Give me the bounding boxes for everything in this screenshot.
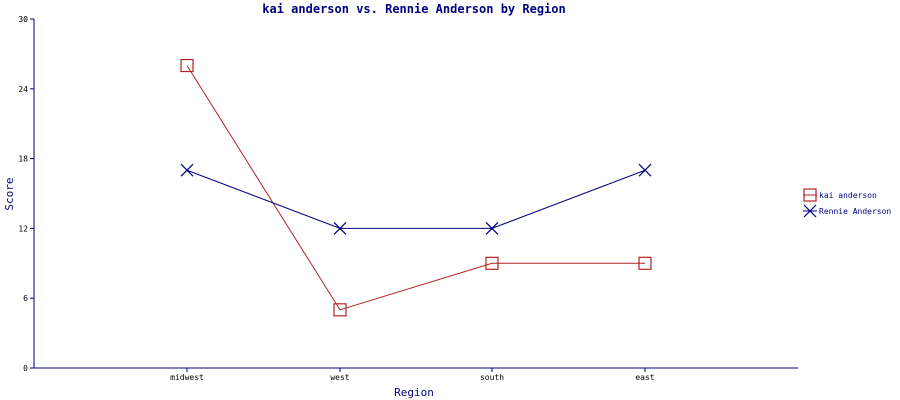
data-point-kai-anderson [485,256,499,270]
y-ticks: 0 6 12 18 24 30 [18,15,34,373]
x-ticks: midwest west south east [170,368,655,382]
y-tick-label: 18 [18,155,28,164]
chart-title: kai anderson vs. Rennie Anderson by Regi… [262,2,565,16]
data-point-rennie-anderson-stroke-b [485,221,499,235]
data-point-rennie-anderson [638,163,652,177]
y-tick-label: 0 [23,364,28,373]
data-point-rennie-anderson [333,221,347,235]
legend-marker [803,188,817,202]
data-point-rennie-anderson-stroke-b [180,163,194,177]
legend-label: Rennie Anderson [819,207,891,216]
data-point-kai-anderson [333,303,347,317]
series-line-rennie-anderson [186,169,646,229]
series-line-kai-anderson [186,65,645,311]
y-axis-label: Score [3,177,16,210]
legend-label: kai anderson [819,191,877,200]
data-point-rennie-anderson-stroke-b [638,163,652,177]
legend-marker-stroke-b [803,204,817,218]
y-tick-label: 6 [23,294,28,303]
x-tick-label: west [330,373,349,382]
data-point-kai-anderson [638,256,652,270]
y-tick-label: 30 [18,15,28,24]
legend: kai anderson Rennie Anderson [803,188,891,218]
legend-marker [803,204,817,218]
data-point-rennie-anderson [485,221,499,235]
x-tick-label: midwest [170,373,204,382]
y-tick-label: 12 [18,224,28,233]
x-axis-label: Region [394,386,434,399]
data-point-rennie-anderson-stroke-b [333,221,347,235]
x-tick-label: south [480,373,504,382]
data-point-kai-anderson [180,58,194,73]
data-point-rennie-anderson [180,163,194,177]
y-tick-label: 24 [18,85,28,94]
x-tick-label: east [635,373,654,382]
axes [33,19,798,369]
series-layer [180,58,652,317]
